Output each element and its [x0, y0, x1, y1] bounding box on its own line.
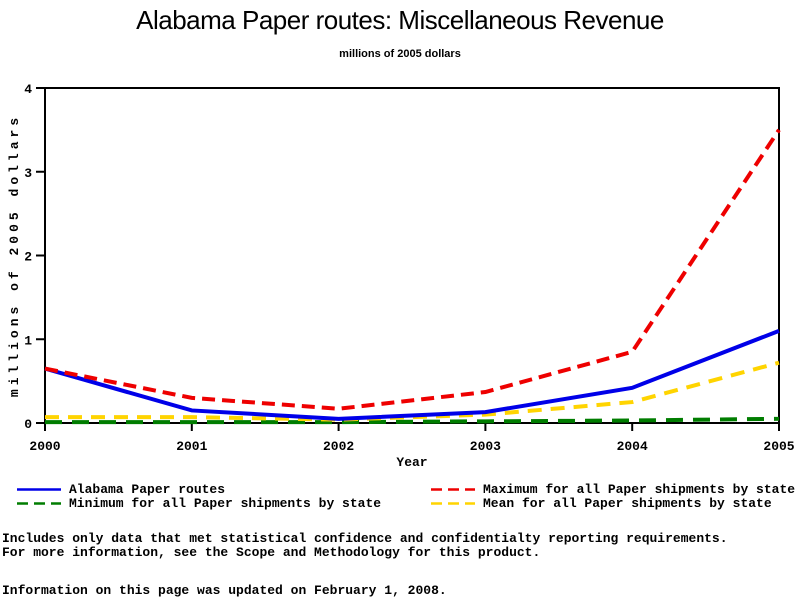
footnote-line-2: For more information, see the Scope and …	[2, 544, 541, 560]
x-tick-label: 2000	[29, 439, 60, 454]
legend-item-0: Alabama Paper routes	[16, 483, 430, 497]
legend-swatch-solid-line	[17, 488, 61, 491]
chart-subtitle: millions of 2005 dollars	[339, 48, 461, 60]
legend-label: Minimum for all Paper shipments by state	[69, 495, 382, 511]
chart-plot: 0 1 2 3 4 2000 2001 2002 2003 2004 2005 Year million…	[7, 82, 795, 470]
legend-swatch-dashed-line	[431, 488, 475, 491]
x-tick-label: 2005	[763, 439, 794, 454]
y-tick-label: 0	[24, 417, 32, 432]
chart-title: Alabama Paper routes: Miscellaneous Reve…	[136, 5, 664, 35]
legend-label: Alabama Paper routes	[69, 482, 226, 497]
legend-item-1: Maximum for all Paper shipments by state	[430, 483, 795, 497]
y-tick-label: 4	[24, 82, 32, 97]
y-axis-title: millions of 2005 dollars	[7, 114, 22, 397]
series-line-3	[45, 360, 780, 422]
x-tick-label: 2004	[617, 439, 648, 454]
legend-item-3: Mean for all Paper shipments by state	[430, 495, 795, 511]
footnotes: Includes only data that met statistical …	[2, 532, 728, 559]
y-tick-label: 1	[24, 333, 32, 348]
legend-item-2: Minimum for all Paper shipments by state	[16, 495, 430, 511]
legend-label: Mean for all Paper shipments by state	[483, 495, 772, 511]
x-tick-label: 2001	[176, 439, 207, 454]
series-line-0	[44, 329, 780, 421]
legend-swatch-dashed-line	[431, 502, 475, 505]
series-line-2	[45, 416, 780, 425]
x-axis-title: Year	[396, 455, 427, 470]
legend-label: Maximum for all Paper shipments by state	[483, 482, 796, 497]
series-line-1	[44, 128, 781, 411]
chart-legend: Alabama Paper routes Maximum for all Pape…	[16, 483, 795, 510]
x-tick-label: 2002	[323, 439, 354, 454]
y-tick-label: 3	[24, 166, 32, 181]
y-tick-label: 2	[24, 250, 32, 265]
footnote-line-1: Includes only data that met statistical …	[2, 531, 728, 546]
x-tick-label: 2003	[470, 439, 501, 454]
legend-swatch-dashed-line	[17, 502, 61, 505]
updated-note: Information on this page was updated on …	[2, 583, 447, 598]
